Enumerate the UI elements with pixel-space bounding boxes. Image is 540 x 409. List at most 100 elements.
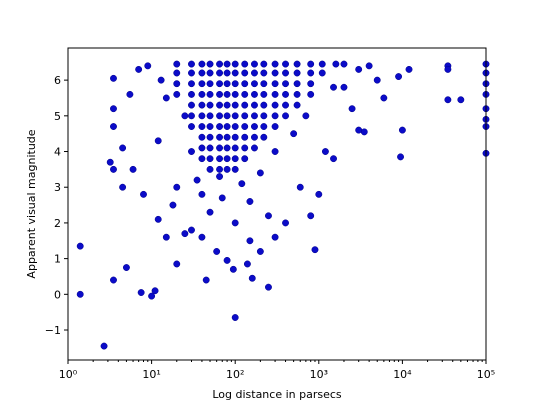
point: [271, 69, 279, 77]
point: [282, 60, 289, 68]
point: [206, 123, 214, 130]
point: [457, 96, 465, 104]
point: [188, 90, 195, 98]
point: [119, 144, 127, 152]
point: [260, 90, 268, 98]
point: [188, 60, 195, 68]
point: [188, 101, 195, 109]
point: [373, 76, 381, 84]
point: [223, 155, 231, 163]
point: [307, 90, 315, 98]
point: [311, 246, 319, 254]
y-tick-label: 5: [54, 110, 61, 123]
point: [216, 112, 224, 120]
point: [397, 153, 404, 161]
point: [444, 65, 452, 73]
point: [173, 183, 181, 191]
point: [206, 112, 214, 120]
y-tick-label: 1: [54, 253, 61, 266]
point: [110, 276, 117, 284]
point: [307, 80, 315, 88]
point: [241, 80, 249, 88]
point: [206, 208, 214, 216]
point: [241, 133, 249, 141]
point: [223, 69, 231, 77]
point: [293, 80, 301, 88]
point: [260, 60, 268, 68]
point: [282, 219, 289, 227]
point: [241, 155, 249, 163]
x-tick-label: 10⁵: [477, 368, 495, 381]
point: [173, 80, 181, 88]
point: [223, 112, 231, 120]
point: [265, 212, 272, 220]
x-tick-label: 10²: [226, 368, 244, 381]
point: [251, 144, 258, 152]
point: [241, 101, 249, 109]
point: [231, 123, 239, 130]
y-tick-label: 6: [54, 74, 61, 87]
point: [405, 65, 413, 73]
point: [188, 69, 195, 77]
y-tick-label: 3: [54, 181, 61, 194]
point: [241, 60, 249, 68]
point: [293, 69, 301, 77]
point: [169, 201, 177, 209]
point: [223, 101, 231, 109]
point: [198, 190, 206, 198]
point: [188, 80, 195, 88]
point: [251, 60, 258, 68]
point: [216, 101, 224, 109]
point: [251, 123, 258, 130]
point: [223, 256, 231, 264]
point: [135, 65, 143, 73]
point: [223, 165, 231, 173]
point: [340, 83, 348, 91]
point: [181, 112, 189, 120]
point: [206, 60, 214, 68]
point: [332, 60, 340, 68]
point: [315, 190, 323, 198]
point: [198, 123, 206, 130]
point: [238, 180, 246, 188]
y-tick-label: 4: [54, 146, 61, 159]
point: [395, 73, 403, 81]
x-tick-label: 10¹: [142, 368, 160, 381]
point: [126, 90, 134, 98]
point: [181, 230, 189, 238]
point: [216, 133, 224, 141]
y-tick-label: 2: [54, 217, 61, 230]
point: [122, 264, 130, 271]
point: [223, 144, 231, 152]
point: [282, 80, 289, 88]
point: [271, 60, 279, 68]
point: [218, 194, 226, 202]
point: [251, 112, 258, 120]
point: [251, 133, 258, 141]
point: [355, 65, 363, 73]
point: [231, 80, 239, 88]
point: [76, 290, 84, 298]
point: [216, 60, 224, 68]
point: [231, 219, 239, 227]
point: [241, 90, 249, 98]
point: [119, 183, 127, 191]
point: [206, 90, 214, 98]
x-tick-label: 10³: [310, 368, 328, 381]
point: [198, 60, 206, 68]
plot-frame: [67, 47, 487, 361]
point: [157, 76, 165, 84]
point: [223, 80, 231, 88]
point: [271, 233, 279, 241]
point: [76, 242, 84, 250]
point: [216, 165, 224, 173]
point: [206, 144, 214, 152]
point: [365, 62, 373, 70]
point: [282, 69, 289, 77]
point: [216, 155, 224, 163]
point: [173, 69, 181, 77]
point: [202, 276, 210, 284]
point: [229, 265, 237, 273]
point: [110, 105, 117, 113]
